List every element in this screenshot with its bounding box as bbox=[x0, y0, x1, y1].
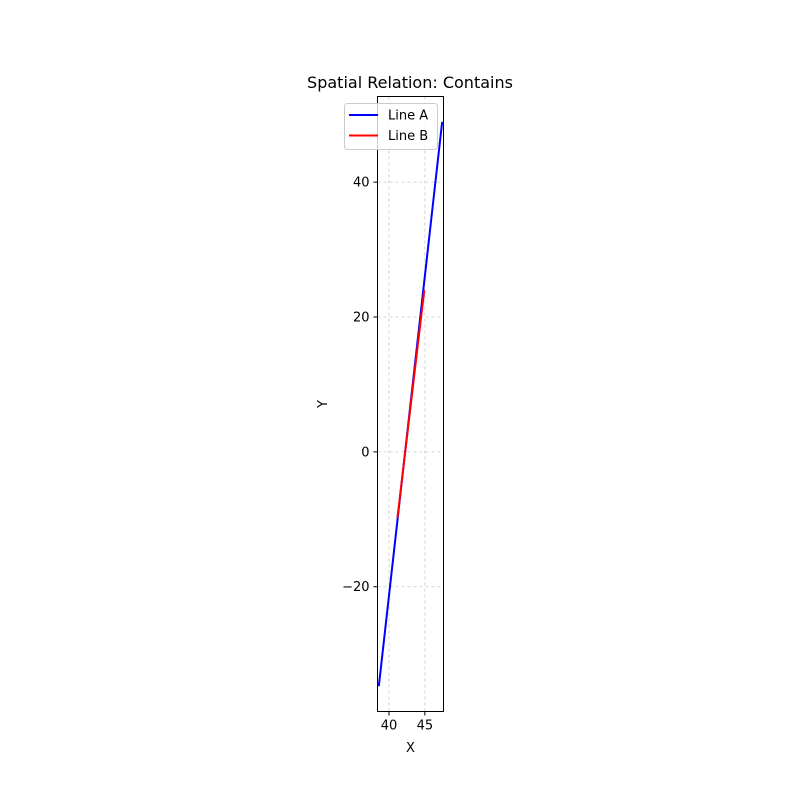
y-axis-ticks: −20 0 20 40 bbox=[342, 176, 378, 595]
legend-label-line-b: Line B bbox=[388, 129, 428, 144]
series-line-b bbox=[396, 290, 426, 518]
x-tick-label: 45 bbox=[417, 719, 434, 734]
y-tick-label: 40 bbox=[353, 176, 370, 191]
y-tick-label: −20 bbox=[342, 580, 369, 595]
plot-area-frame bbox=[377, 96, 444, 712]
series-lines bbox=[377, 121, 444, 687]
x-axis-label: X bbox=[406, 741, 415, 756]
grid-lines bbox=[377, 96, 444, 712]
y-axis-label: Y bbox=[316, 400, 331, 409]
x-tick-label: 40 bbox=[381, 719, 398, 734]
chart-title: Spatial Relation: Contains bbox=[307, 73, 513, 92]
legend: Line A Line B bbox=[344, 103, 438, 150]
y-tick-label: 0 bbox=[361, 445, 369, 460]
legend-label-line-a: Line A bbox=[388, 109, 428, 124]
y-tick-label: 20 bbox=[353, 311, 370, 326]
x-axis-ticks: 40 45 bbox=[381, 711, 434, 734]
